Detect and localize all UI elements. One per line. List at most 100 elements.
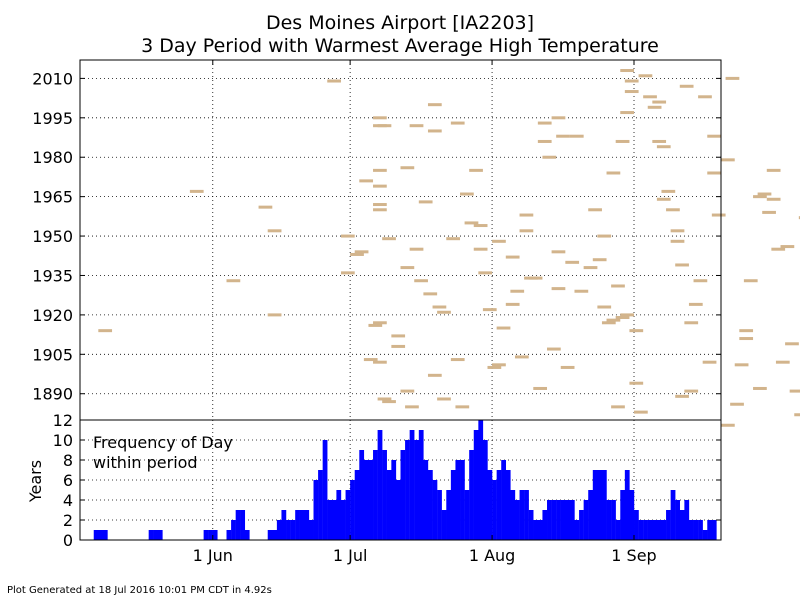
period-mark <box>743 279 758 283</box>
period-mark <box>647 105 662 109</box>
frequency-bar <box>441 510 447 540</box>
frequency-bar <box>427 470 433 540</box>
period-mark <box>711 213 726 217</box>
frequency-bar <box>345 490 351 540</box>
period-mark <box>753 386 767 390</box>
footer-note: Plot Generated at 18 Jul 2016 10:01 PM C… <box>7 585 272 596</box>
period-mark <box>753 195 767 199</box>
bottom-y-tick-label: 8 <box>63 451 73 470</box>
period-mark <box>606 318 621 322</box>
frequency-bar <box>272 530 278 540</box>
period-mark <box>785 342 799 346</box>
period-mark <box>405 405 419 409</box>
frequency-bar <box>208 530 213 540</box>
period-mark <box>373 360 387 364</box>
period-mark <box>368 323 383 327</box>
period-mark <box>794 413 800 417</box>
period-mark <box>427 373 442 377</box>
period-mark <box>583 266 598 270</box>
period-mark <box>688 302 703 306</box>
frequency-bar <box>601 470 607 540</box>
period-mark <box>721 158 735 162</box>
frequency-bar <box>464 490 470 540</box>
period-mark <box>606 171 621 175</box>
period-mark <box>377 124 392 128</box>
period-mark <box>693 279 708 283</box>
top-y-tick-label: 2010 <box>32 69 73 88</box>
period-mark <box>652 139 667 143</box>
frequency-bar <box>514 500 520 540</box>
period-mark <box>798 216 800 220</box>
period-mark <box>789 389 800 393</box>
period-mark <box>734 363 749 367</box>
annotation-line-2: within period <box>93 453 198 472</box>
period-mark <box>592 258 607 262</box>
period-mark <box>455 405 470 409</box>
frequency-bar <box>670 490 676 540</box>
period-mark <box>377 397 392 401</box>
frequency-bar <box>98 530 104 540</box>
frequency-bar <box>157 530 163 540</box>
annotation-line-1: Frequency of Day <box>93 433 233 452</box>
period-mark <box>702 360 717 364</box>
period-mark <box>675 394 689 398</box>
frequency-bar <box>368 460 374 540</box>
period-mark <box>707 171 721 175</box>
period-mark <box>679 84 694 88</box>
period-mark <box>542 155 557 159</box>
frequency-bar <box>423 460 429 540</box>
period-mark <box>730 402 744 406</box>
period-mark <box>762 210 776 214</box>
frequency-bar <box>473 430 479 540</box>
period-mark <box>373 208 387 212</box>
frequency-bar <box>624 470 630 540</box>
frequency-bar <box>661 520 667 540</box>
chart-title-line-2: 3 Day Period with Warmest Average High T… <box>141 35 659 57</box>
period-mark <box>473 224 488 228</box>
frequency-bar <box>693 520 699 540</box>
period-mark <box>556 134 570 138</box>
top-y-tick-label: 1965 <box>32 188 73 207</box>
period-mark <box>519 213 534 217</box>
period-mark <box>537 121 552 125</box>
period-mark <box>409 247 424 251</box>
period-mark <box>359 179 374 183</box>
period-mark <box>611 405 625 409</box>
frequency-bar <box>304 510 310 540</box>
period-mark <box>615 139 630 143</box>
period-mark <box>597 305 612 309</box>
frequency-bar <box>560 500 566 540</box>
frequency-bar <box>102 530 108 540</box>
frequency-bar <box>377 430 383 540</box>
period-mark <box>373 203 387 207</box>
top-y-tick-label: 1980 <box>32 148 73 167</box>
period-mark <box>551 287 566 291</box>
frequency-bar <box>597 470 603 540</box>
period-mark <box>391 344 406 348</box>
top-y-tick-label: 1920 <box>32 306 73 325</box>
period-mark <box>757 192 772 196</box>
frequency-bar <box>295 510 300 540</box>
frequency-bar <box>688 520 694 540</box>
period-mark <box>551 116 566 120</box>
x-tick-label: 1 Jun <box>193 546 233 565</box>
frequency-bar <box>290 520 296 540</box>
frequency-bar <box>308 520 314 540</box>
period-mark <box>739 329 754 333</box>
period-mark <box>505 302 520 306</box>
frequency-bar <box>679 510 685 540</box>
top-panel-grid <box>80 60 721 420</box>
period-mark <box>547 347 561 351</box>
bottom-panel-frame <box>79 419 722 541</box>
frequency-bar <box>386 470 392 540</box>
period-mark <box>363 358 378 362</box>
x-tick-label: 1 Jul <box>333 546 368 565</box>
frequency-bar <box>226 530 232 540</box>
frequency-bar <box>446 490 452 540</box>
period-mark <box>670 239 685 243</box>
frequency-bar <box>359 450 365 540</box>
frequency-bar <box>656 520 662 540</box>
top-y-tick-label: 1995 <box>32 109 73 128</box>
